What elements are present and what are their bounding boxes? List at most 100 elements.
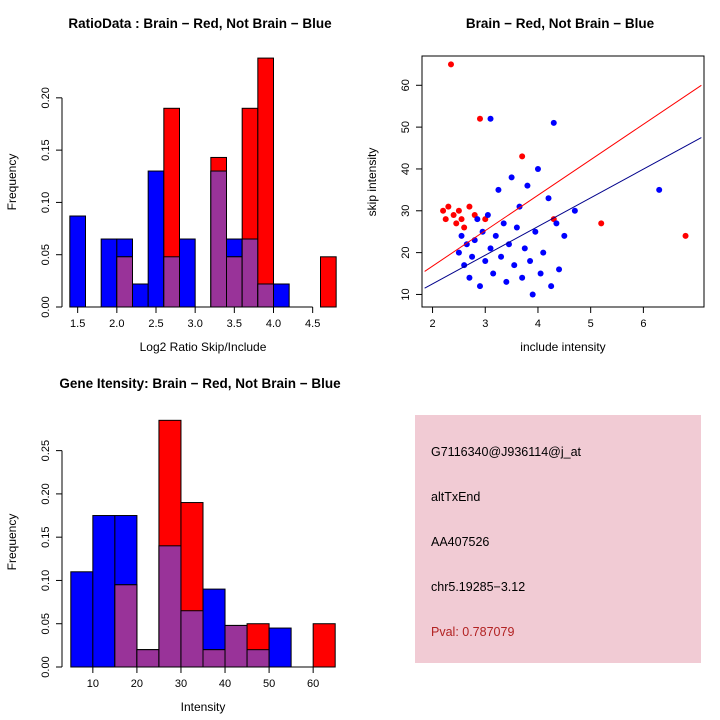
hist-bar (226, 256, 243, 308)
scatter-point (466, 274, 473, 281)
scatter-point (476, 115, 483, 122)
tick-label: 0.05 (40, 244, 52, 265)
scatter-point (508, 174, 515, 181)
tick-label: 20 (131, 678, 143, 690)
scatter-point (498, 253, 505, 260)
hist-bar (163, 256, 180, 308)
hist-bar (132, 283, 149, 308)
hist-bar (273, 283, 290, 308)
panel-ratio-histogram: 1.5 2.0 2.5 3.0 3.5 4.0 4.5 0.00 0.05 0.10 0.15 0.2… (0, 0, 360, 360)
hist-bar (158, 545, 182, 668)
scatter-point (545, 195, 552, 202)
ratio-chart-title: RatioData : Brain − Red, Not Brain − Blu… (68, 16, 332, 31)
tick-label: 4.0 (266, 318, 281, 330)
scatter-point (476, 283, 483, 290)
regression-line (424, 137, 702, 289)
tick-label: 0.25 (40, 440, 52, 461)
scatter-x-axis-label: include intensity (520, 340, 605, 354)
tick-label: 0.15 (40, 526, 52, 547)
gene-intensity-x-axis-label: Intensity (181, 700, 226, 714)
hist-bar (147, 170, 165, 308)
scatter-point (450, 211, 457, 218)
scatter-point (529, 291, 536, 298)
scatter-point (458, 216, 465, 223)
info-line: altTxEnd (431, 490, 481, 504)
scatter-point (482, 257, 489, 264)
tick-label: 0.15 (40, 139, 52, 160)
info-line: AA407526 (431, 535, 490, 549)
tick-label: 0.10 (40, 192, 52, 213)
axes: 10 20 30 40 50 60 0.00 0.05 0.10 0.15 0.20 0.25 (40, 440, 319, 690)
scatter-point (474, 216, 481, 223)
histogram-bars (69, 57, 337, 308)
tick-label: 10 (400, 288, 412, 300)
tick-label: 30 (400, 205, 412, 217)
histogram-bars (70, 419, 336, 668)
scatter-point (440, 207, 447, 214)
scatter-point (511, 262, 518, 269)
hist-bar (179, 238, 196, 308)
tick-label: 3 (482, 318, 488, 330)
scatter-point (556, 266, 563, 273)
tick-label: 40 (400, 163, 412, 175)
tick-label: 40 (219, 678, 231, 690)
scatter-point (461, 262, 468, 269)
tick-label: 2 (429, 318, 435, 330)
scatter-point (513, 224, 520, 231)
scatter-point (561, 232, 568, 239)
scatter-point (487, 115, 494, 122)
scatter-point (519, 153, 526, 160)
hist-bar (312, 623, 336, 668)
tick-label: 50 (400, 121, 412, 133)
scatter-point (492, 232, 499, 239)
gene-intensity-y-axis-label: Frequency (5, 514, 19, 571)
tick-label: 5 (588, 318, 594, 330)
scatter-point (540, 249, 547, 256)
scatter-point (598, 220, 605, 227)
tick-label: 60 (307, 678, 319, 690)
ratio-y-axis-label: Frequency (5, 154, 19, 211)
hist-bar (92, 515, 116, 668)
hist-bar (320, 256, 337, 308)
tick-label: 50 (263, 678, 275, 690)
tick-label: 0.20 (40, 483, 52, 504)
tick-label: 2.5 (148, 318, 163, 330)
scatter-point (527, 257, 534, 264)
scatter-point (455, 249, 462, 256)
hist-bar (116, 256, 134, 308)
scatter-point (495, 186, 502, 193)
scatter-point (548, 283, 555, 290)
scatter-point (503, 278, 510, 285)
tick-label: 4 (535, 318, 541, 330)
scatter-point (550, 119, 557, 126)
scatter-point (455, 207, 462, 214)
axes: 2 3 4 5 6 10 20 30 40 50 60 (400, 55, 705, 330)
scatter-point (553, 220, 560, 227)
scatter-point (442, 216, 449, 223)
hist-bar (257, 57, 275, 308)
panel-gene-intensity-histogram: 10 20 30 40 50 60 0.00 0.05 0.10 0.15 0.20 0.25 Gen… (0, 360, 360, 720)
tick-label: 6 (640, 318, 646, 330)
scatter-point (484, 211, 491, 218)
scatter-point (524, 182, 531, 189)
hist-bar (180, 610, 204, 668)
gene-info-box: G7116340@J936114@j_at altTxEnd AA407526 chr… (415, 415, 701, 663)
scatter-points (440, 61, 689, 298)
scatter-point (447, 61, 454, 68)
scatter-point (521, 245, 528, 252)
hist-bar (241, 238, 259, 308)
scatter-point (458, 232, 465, 239)
hist-bar (246, 649, 270, 668)
info-line: chr5.19285−3.12 (431, 580, 526, 594)
tick-label: 0.00 (40, 656, 52, 677)
tick-label: 30 (175, 678, 187, 690)
info-line: Pval: 0.787079 (431, 625, 515, 639)
hist-bar (202, 649, 226, 668)
scatter-point (532, 228, 539, 235)
scatter-point (500, 220, 507, 227)
tick-label: 1.5 (70, 318, 85, 330)
ratio-plot-area: 1.5 2.0 2.5 3.0 3.5 4.0 4.5 0.00 0.05 0.10 0.15 0.2… (40, 57, 337, 330)
hist-bar (100, 238, 118, 308)
scatter-point (490, 270, 497, 277)
